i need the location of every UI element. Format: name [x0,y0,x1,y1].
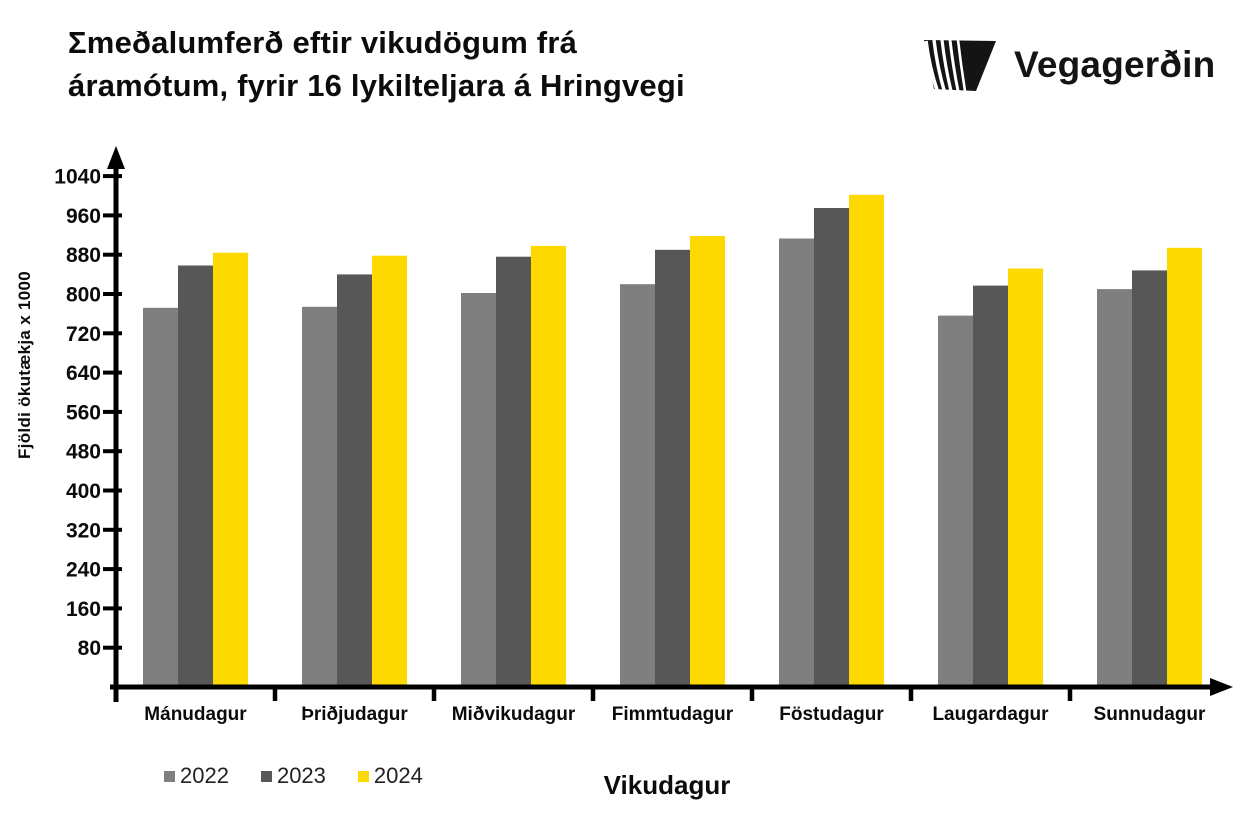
bar-2024-Fimmtudagur [690,236,725,689]
legend-label: 2024 [373,763,423,788]
y-tick-label: 160 [66,598,101,621]
y-tick-label: 640 [66,362,101,385]
y-tick-label: 80 [78,637,101,660]
bar-2022-Föstudagur [779,238,814,689]
legend-item-2023: 2023 [260,763,326,789]
bar-2023-Miðvikudagur [496,256,531,689]
y-tick [103,252,122,257]
bar-2023-Laugardagur [973,285,1008,689]
bar-2024-Miðvikudagur [531,245,566,689]
x-axis-arrow [1210,678,1233,696]
y-tick-label: 320 [66,519,101,542]
y-tick-label: 720 [66,323,101,346]
x-category-label: Sunnudagur [1094,704,1206,725]
bar-2022-Miðvikudagur [461,293,496,689]
bar-2022-Þriðjudagur [302,306,337,689]
vegagerdin-logo-icon [924,39,996,92]
chart-legend: 2022 2023 2024 [164,763,423,789]
bar-2024-Sunnudagur [1167,247,1202,690]
y-tick [103,292,122,296]
bar-2024-Laugardagur [1008,268,1043,689]
x-category-label: Föstudagur [779,704,884,725]
x-tick [431,687,437,701]
bar-2022-Mánudagur [143,307,178,689]
y-tick-label: 1040 [54,166,101,189]
chart-title: Σmeðalumferð eftir vikudögum frá áramótu… [68,25,685,103]
x-tick [590,687,596,701]
bar-chart: 80 160 240 320 400 480 560 640 720 800 880 960 1040 M… [54,146,1233,725]
y-tick-label: 800 [66,284,101,307]
bar-2023-Fimmtudagur [655,249,690,690]
bar-2024-Þriðjudagur [372,255,407,689]
bar-2023-Þriðjudagur [337,274,372,689]
y-axis-title: Fjöldi ökutækja x 1000 [15,271,34,459]
y-tick-label: 880 [66,244,101,267]
x-tick [908,687,914,701]
y-axis-arrow [107,146,125,169]
y-tick [103,331,122,336]
bar-2022-Laugardagur [938,315,973,689]
y-tick [103,213,122,218]
legend-item-2022: 2022 [164,763,229,789]
legend-swatch-2022 [164,770,175,782]
legend-label: 2022 [180,763,229,788]
y-tick-label: 480 [66,441,101,464]
x-category-label: Þriðjudagur [301,704,408,725]
y-tick [103,370,122,375]
x-tick [113,687,119,701]
x-tick [749,687,755,701]
y-tick [103,488,122,493]
bar-2022-Sunnudagur [1097,289,1132,689]
legend-swatch-2023 [260,770,272,782]
x-category-label: Fimmtudagur [612,704,734,725]
x-category-label: Mánudagur [144,704,247,725]
x-axis-line [110,684,1212,690]
x-axis-title: Vikudagur [603,770,731,800]
bar-2024-Föstudagur [849,194,884,690]
x-tick [272,687,278,701]
y-tick [103,606,122,611]
x-category-label: Miðvikudagur [452,704,576,725]
bar-2023-Sunnudagur [1132,270,1167,689]
bar-2023-Mánudagur [178,265,213,689]
legend-swatch-2024 [357,770,369,782]
legend-item-2024: 2024 [357,763,423,789]
y-tick [103,449,122,454]
y-tick-label: 400 [66,480,101,503]
y-tick [103,409,122,414]
y-tick-label: 960 [66,205,101,228]
vegagerdin-logo-text: Vegagerðin [1014,44,1216,85]
y-tick [103,527,122,532]
legend-label: 2023 [276,763,326,788]
y-tick-label: 240 [66,559,101,582]
vegagerdin-logo: Vegagerðin [916,36,1215,94]
y-tick [103,645,122,650]
y-tick-label: 560 [66,401,101,424]
y-tick [103,567,122,572]
bar-2022-Fimmtudagur [620,284,655,689]
y-axis-line [113,162,119,702]
x-category-label: Laugardagur [932,704,1049,725]
x-tick [1067,687,1073,701]
y-tick [103,174,122,179]
bar-2023-Föstudagur [814,208,849,689]
bar-2024-Mánudagur [213,252,248,689]
